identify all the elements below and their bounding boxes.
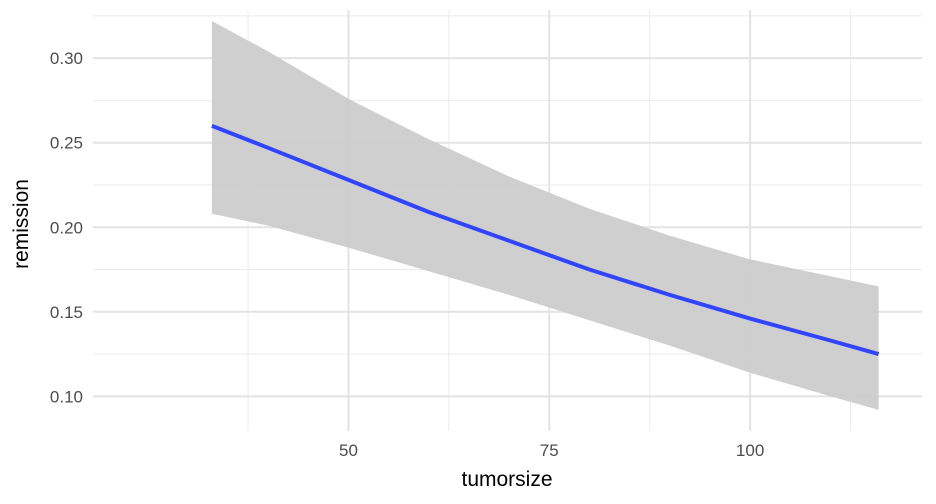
y-tick-label: 0.30 [50, 49, 83, 68]
x-axis-title: tumorsize [461, 468, 552, 491]
y-axis-title: remission [10, 179, 33, 269]
x-tick-label: 100 [736, 441, 764, 460]
x-axis-tick-labels: 50 75 100 [339, 441, 764, 460]
fitted-line [211, 123, 880, 357]
y-tick-label: 0.15 [50, 303, 83, 322]
plot-area [211, 21, 880, 410]
y-axis-tick-labels: 0.10 0.15 0.20 0.25 0.30 [50, 49, 83, 406]
y-tick-label: 0.25 [50, 134, 83, 153]
x-tick-label: 75 [540, 441, 559, 460]
x-tick-label: 50 [339, 441, 358, 460]
confidence-band [211, 21, 879, 410]
y-tick-label: 0.10 [50, 387, 83, 406]
y-tick-label: 0.20 [50, 218, 83, 237]
